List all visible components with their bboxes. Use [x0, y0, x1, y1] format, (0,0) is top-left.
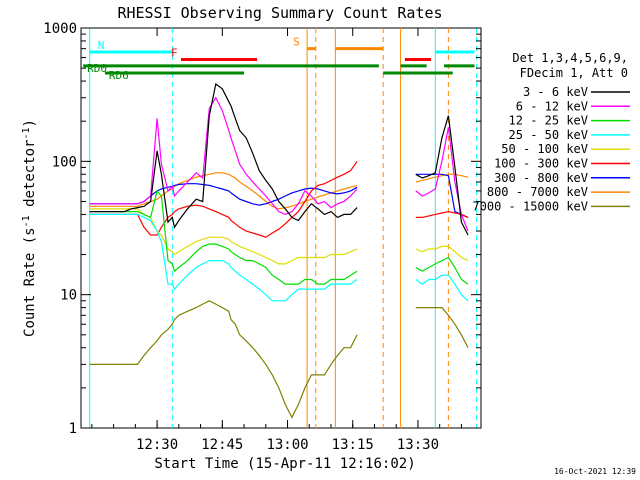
legend-label-800-7000-kev: 800 - 7000 keV	[487, 185, 588, 199]
state-bar-label-rd0: RD0	[87, 62, 107, 75]
x-tick-label-13-15: 13:15	[332, 437, 374, 453]
series-line-50-100-kev	[89, 208, 469, 265]
legend-label-25-50-kev: 25 - 50 keV	[509, 128, 588, 142]
series-line-6-12-kev	[89, 96, 469, 232]
y-tick-label-1: 1	[69, 421, 77, 437]
series-line-25-50-kev	[89, 213, 469, 302]
legend: Det 1,3,4,5,6,9, FDecim 1, Att 0 3 - 6 k…	[472, 51, 630, 213]
legend-header-line-2: FDecim 1, Att 0	[520, 66, 628, 80]
series-line-7000-15000-kev	[89, 300, 469, 419]
state-bar-label-s: S	[293, 36, 300, 49]
plot-area	[80, 27, 482, 429]
legend-label-12-25-kev: 12 - 25 keV	[509, 114, 588, 128]
legend-label-3-6-kev: 3 - 6 keV	[523, 85, 588, 99]
y-tick-label-100: 100	[52, 154, 77, 170]
footer-date: 16-Oct-2021 12:39	[554, 467, 636, 476]
state-bar-label-rd6: RD6	[109, 69, 129, 82]
legend-label-6-12-kev: 6 - 12 keV	[516, 99, 588, 113]
x-axis-label: Start Time (15-Apr-11 12:16:02)	[154, 456, 415, 472]
x-tick-label-12-45: 12:45	[201, 437, 243, 453]
legend-label-50-100-kev: 50 - 100 keV	[501, 142, 588, 156]
state-bar-label-f: F	[171, 47, 178, 60]
series-line-12-25-kev	[89, 189, 469, 285]
y-tick-label-10: 10	[60, 288, 77, 304]
chart-title: RHESSI Observing Summary Count Rates	[117, 4, 442, 22]
legend-header-line-1: Det 1,3,4,5,6,9,	[512, 51, 628, 65]
legend-label-100-300-kev: 100 - 300 keV	[494, 157, 588, 171]
x-tick-label-13-30: 13:30	[397, 437, 439, 453]
x-tick-label-12-30: 12:30	[136, 437, 178, 453]
y-tick-label-1000: 1000	[43, 21, 77, 37]
y-axis: 1 10 100 1000	[43, 21, 481, 437]
series-line-3-6-kev	[89, 82, 469, 236]
legend-label-7000-15000-kev: 7000 - 15000 keV	[472, 199, 588, 213]
series-lines	[89, 82, 469, 419]
x-axis: 12:30 12:45 13:00 13:15 13:30	[91, 28, 462, 453]
x-tick-label-13-00: 13:00	[266, 437, 308, 453]
plot-frame	[80, 27, 482, 429]
y-axis-label: Count Rate (s-1 detector-1)	[21, 119, 38, 337]
state-bar-label-n: N	[98, 39, 105, 52]
legend-label-300-800-kev: 300 - 800 keV	[494, 171, 588, 185]
series-line-800-7000-kev	[89, 172, 469, 210]
vertical-markers	[89, 28, 478, 428]
